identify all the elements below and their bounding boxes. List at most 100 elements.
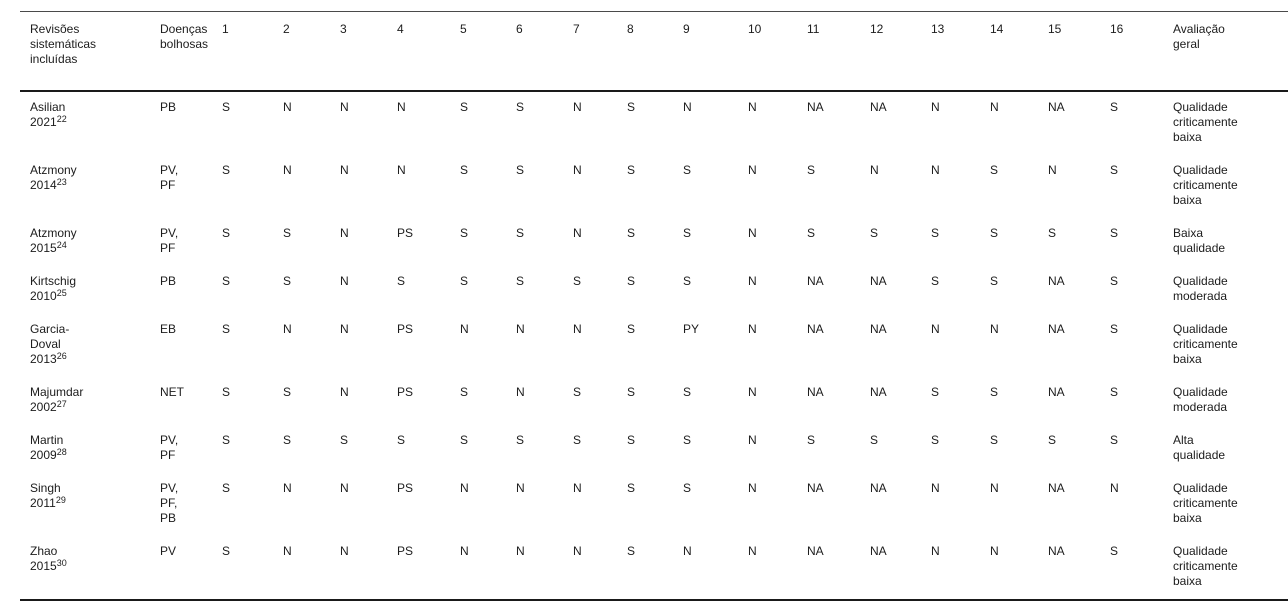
score-cell-5: N (460, 481, 469, 495)
score-cell-14: S (990, 433, 999, 447)
header-criterion-4: 4 (397, 22, 404, 36)
score-cell-7: N (573, 163, 582, 177)
score-cell-8: S (627, 544, 636, 558)
score-cell-4: S (397, 274, 406, 288)
score-cell-8: S (627, 163, 636, 177)
score-cell-6: N (516, 385, 525, 399)
score-cell-13: N (931, 481, 940, 495)
score-cell-2: S (283, 385, 292, 399)
score-cell-11: NA (807, 322, 824, 336)
score-cell-6: S (516, 226, 525, 240)
header-criterion-14: 14 (990, 22, 1004, 36)
score-cell-8: S (627, 100, 636, 114)
score-cell-2: N (283, 100, 292, 114)
score-cell-5: S (460, 100, 469, 114)
score-cell-4: PS (397, 226, 414, 240)
score-cell-9: S (683, 385, 692, 399)
score-cell-5: S (460, 226, 469, 240)
reference-superscript: 22 (56, 114, 67, 124)
score-cell-1: S (222, 433, 231, 447)
disease-cell: PV, PF (160, 163, 179, 192)
reference-superscript: 26 (56, 351, 67, 361)
header-criterion-3: 3 (340, 22, 347, 36)
score-cell-14: S (990, 274, 999, 288)
study-cell: Atzmony 201423 (30, 163, 77, 192)
score-cell-7: S (573, 274, 582, 288)
disease-cell: PB (160, 274, 177, 288)
score-cell-11: S (807, 226, 816, 240)
reference-superscript: 29 (55, 495, 66, 505)
score-cell-10: N (748, 385, 757, 399)
reference-superscript: 23 (56, 177, 67, 187)
score-cell-10: N (748, 163, 757, 177)
score-cell-15: S (1048, 433, 1057, 447)
score-cell-5: S (460, 385, 469, 399)
table-body: Asilian 202122 PB S N N N S S N S N N NA NA N N NA S Qualid… (20, 91, 1288, 600)
header-criterion-9: 9 (683, 22, 690, 36)
reference-superscript: 28 (56, 447, 67, 457)
score-cell-3: N (340, 100, 349, 114)
score-cell-10: N (748, 481, 757, 495)
score-cell-5: N (460, 322, 469, 336)
score-cell-9: S (683, 226, 692, 240)
score-cell-14: N (990, 100, 999, 114)
score-cell-11: S (807, 163, 816, 177)
study-cell: Garcia- Doval 201326 (30, 322, 70, 366)
overall-assessment-cell: Qualidade criticamente baixa (1173, 481, 1238, 525)
score-cell-4: PS (397, 481, 414, 495)
overall-assessment-cell: Baixa qualidade (1173, 226, 1226, 255)
score-cell-5: N (460, 544, 469, 558)
score-cell-1: S (222, 385, 231, 399)
header-criterion-7: 7 (573, 22, 580, 36)
score-cell-7: N (573, 544, 582, 558)
score-cell-2: N (283, 481, 292, 495)
score-cell-16: S (1110, 274, 1119, 288)
score-cell-7: N (573, 481, 582, 495)
disease-cell: PV, PF, PB (160, 481, 179, 525)
score-cell-13: S (931, 385, 940, 399)
score-cell-11: NA (807, 100, 824, 114)
score-cell-13: S (931, 274, 940, 288)
score-cell-1: S (222, 100, 231, 114)
score-cell-15: NA (1048, 544, 1065, 558)
reference-superscript: 30 (56, 558, 67, 568)
score-cell-12: NA (870, 322, 887, 336)
score-cell-1: S (222, 544, 231, 558)
score-cell-8: S (627, 481, 636, 495)
score-cell-10: N (748, 433, 757, 447)
header-criterion-5: 5 (460, 22, 467, 36)
score-cell-3: N (340, 385, 349, 399)
score-cell-8: S (627, 274, 636, 288)
header-criterion-12: 12 (870, 22, 884, 36)
score-cell-2: N (283, 163, 292, 177)
amstar-quality-table: Revisões sistemáticas incluídas Doenças … (20, 11, 1288, 601)
table-row: Kirtschig 201025 PB S S N S S S S S S N NA NA S S NA S Qual… (20, 266, 1288, 314)
score-cell-11: NA (807, 544, 824, 558)
score-cell-5: S (460, 433, 469, 447)
table-row: Atzmony 201423 PV, PF S N N N S S N S S N S N N S N S Quali… (20, 155, 1288, 218)
disease-cell: PV, PF (160, 226, 179, 255)
score-cell-1: S (222, 322, 231, 336)
score-cell-3: N (340, 226, 349, 240)
score-cell-15: NA (1048, 385, 1065, 399)
header-criterion-1: 1 (222, 22, 229, 36)
table-row: Singh 201129 PV, PF, PB S N N PS N N N S S N NA NA N N NA… (20, 473, 1288, 536)
score-cell-13: N (931, 163, 940, 177)
score-cell-6: S (516, 100, 525, 114)
overall-assessment-cell: Qualidade moderada (1173, 385, 1228, 414)
score-cell-4: PS (397, 322, 414, 336)
score-cell-8: S (627, 433, 636, 447)
score-cell-15: NA (1048, 481, 1065, 495)
score-cell-6: S (516, 163, 525, 177)
study-cell: Martin 200928 (30, 433, 67, 462)
header-criterion-15: 15 (1048, 22, 1062, 36)
score-cell-11: NA (807, 385, 824, 399)
score-cell-14: N (990, 481, 999, 495)
score-cell-14: N (990, 322, 999, 336)
table-row: Martin 200928 PV, PF S S S S S S S S S N S S S S S S Alta q… (20, 425, 1288, 473)
score-cell-1: S (222, 226, 231, 240)
study-cell: Asilian 202122 (30, 100, 67, 129)
score-cell-8: S (627, 385, 636, 399)
score-cell-1: S (222, 274, 231, 288)
overall-assessment-cell: Qualidade criticamente baixa (1173, 163, 1238, 207)
